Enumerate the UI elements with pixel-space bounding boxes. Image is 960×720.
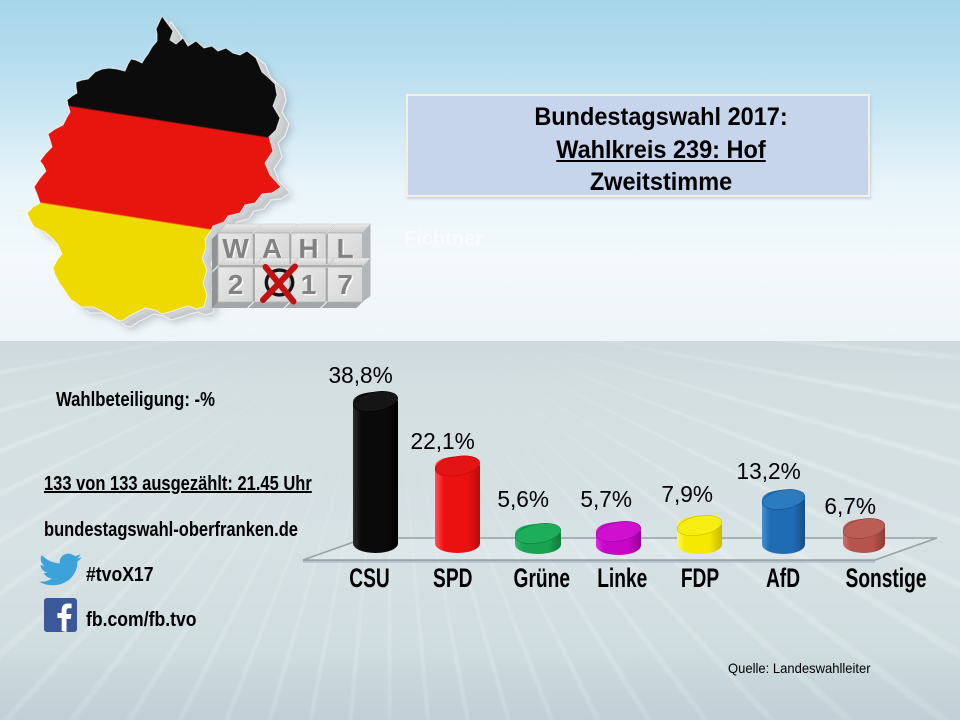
svg-text:H: H: [300, 234, 320, 265]
svg-text:7: 7: [337, 269, 353, 300]
svg-text:7: 7: [339, 270, 355, 301]
svg-text:1: 1: [301, 269, 317, 300]
svg-text:A: A: [263, 234, 283, 265]
svg-text:1: 1: [302, 270, 318, 301]
svg-text:L: L: [338, 234, 355, 265]
svg-text:H: H: [298, 233, 318, 264]
svg-text:2: 2: [228, 269, 244, 300]
svg-text:2: 2: [229, 270, 245, 301]
svg-text:L: L: [336, 233, 353, 264]
svg-text:A: A: [262, 233, 282, 264]
